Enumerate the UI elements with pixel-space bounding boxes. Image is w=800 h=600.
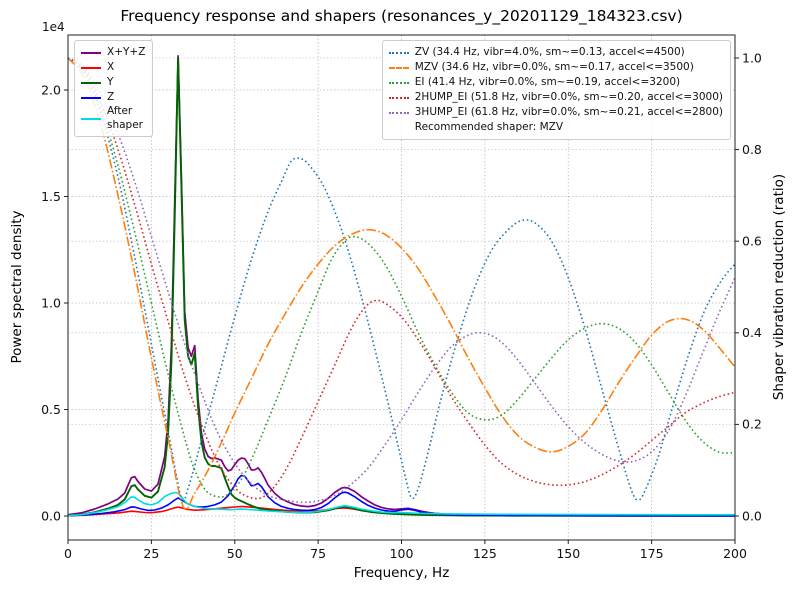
x-tick-label: 100	[390, 546, 414, 561]
y-tick-label-right: 1.0	[742, 50, 762, 65]
legend-item-x: X	[81, 60, 145, 75]
line-swatch	[81, 81, 101, 84]
axis-offset-label: 1e4	[42, 20, 65, 34]
x-tick-label: 200	[723, 546, 747, 561]
x-tick-label: 125	[473, 546, 497, 561]
y-tick-label-right: 0.2	[742, 417, 762, 432]
y-tick-label-right: 0.4	[742, 325, 762, 340]
line-swatch	[388, 111, 409, 114]
x-tick-label: 0	[64, 546, 72, 561]
legend-label: Z	[107, 90, 115, 103]
series-ei	[68, 57, 735, 498]
recommendation-text: Recommended shaper: MZV	[414, 120, 564, 133]
x-tick-label: 25	[143, 546, 159, 561]
legend-label: X	[107, 60, 115, 73]
series-3hump-ei	[68, 57, 735, 504]
legend-label: EI (41.4 Hz, vibr=0.0%, sm~=0.19, accel<…	[414, 75, 681, 88]
series-y	[68, 57, 735, 517]
legend-item-xyz: X+Y+Z	[81, 45, 145, 60]
legend-label: 2HUMP_EI (51.8 Hz, vibr=0.0%, sm~=0.20, …	[414, 90, 723, 103]
y-tick-label-left: 1.5	[41, 189, 61, 204]
line-swatch	[81, 66, 101, 69]
legend-label: MZV (34.6 Hz, vibr=0.0%, sm~=0.17, accel…	[414, 60, 694, 73]
legend-item-mzv: MZV (34.6 Hz, vibr=0.0%, sm~=0.17, accel…	[388, 60, 723, 75]
shaper-legend: ZV (34.4 Hz, vibr=4.0%, sm~=0.13, accel<…	[381, 40, 731, 140]
y-tick-label-left: 0.0	[41, 508, 61, 523]
legend-item-zv: ZV (34.4 Hz, vibr=4.0%, sm~=0.13, accel<…	[388, 45, 723, 60]
legend-item-after-shaper: After shaper	[81, 105, 145, 132]
y-tick-label-right: 0.0	[742, 508, 762, 523]
legend-item-ei: EI (41.4 Hz, vibr=0.0%, sm~=0.19, accel<…	[388, 75, 723, 90]
legend-item-recommendation: Recommended shaper: MZV	[389, 120, 723, 135]
series-2hump-ei	[68, 57, 735, 500]
y-tick-label-left: 0.5	[41, 402, 61, 417]
legend-label: After shaper	[107, 105, 144, 131]
line-swatch	[388, 96, 409, 99]
series-mzv	[68, 57, 735, 511]
x-tick-label: 150	[556, 546, 580, 561]
x-tick-label: 175	[640, 546, 664, 561]
legend-item-2hump-ei: 2HUMP_EI (51.8 Hz, vibr=0.0%, sm~=0.20, …	[388, 90, 723, 105]
y-axis-label-left: Power spectral density	[9, 210, 25, 364]
x-axis-label: Frequency, Hz	[353, 565, 450, 581]
legend-item-3hump-ei: 3HUMP_EI (61.8 Hz, vibr=0.0%, sm~=0.21, …	[388, 105, 723, 120]
legend-label: ZV (34.4 Hz, vibr=4.0%, sm~=0.13, accel<…	[414, 45, 685, 58]
series-zv	[68, 57, 735, 504]
y-tick-label-left: 1.0	[41, 295, 61, 310]
line-swatch	[388, 66, 409, 69]
x-tick-label: 50	[227, 546, 243, 561]
x-tick-label: 75	[310, 546, 326, 561]
legend-label: X+Y+Z	[107, 45, 146, 58]
chart-title: Frequency response and shapers (resonanc…	[120, 7, 683, 25]
y-tick-label-right: 0.8	[742, 142, 762, 157]
series-after-shaper	[68, 491, 735, 517]
line-swatch	[388, 81, 409, 84]
psd-legend: X+Y+Z X Y Z After shaper	[74, 40, 154, 138]
y-axis-label-right: Shaper vibration reduction (ratio)	[771, 173, 787, 401]
line-swatch	[81, 51, 101, 54]
y-tick-label-left: 2.0	[41, 82, 61, 97]
legend-item-z: Z	[81, 90, 145, 105]
line-swatch	[81, 96, 101, 99]
legend-label: Y	[107, 75, 114, 88]
y-tick-label-right: 0.6	[742, 233, 762, 248]
series-z	[68, 474, 735, 517]
line-swatch	[81, 117, 101, 120]
legend-item-y: Y	[81, 75, 145, 90]
line-swatch	[388, 51, 409, 54]
legend-label: 3HUMP_EI (61.8 Hz, vibr=0.0%, sm~=0.21, …	[414, 105, 723, 118]
